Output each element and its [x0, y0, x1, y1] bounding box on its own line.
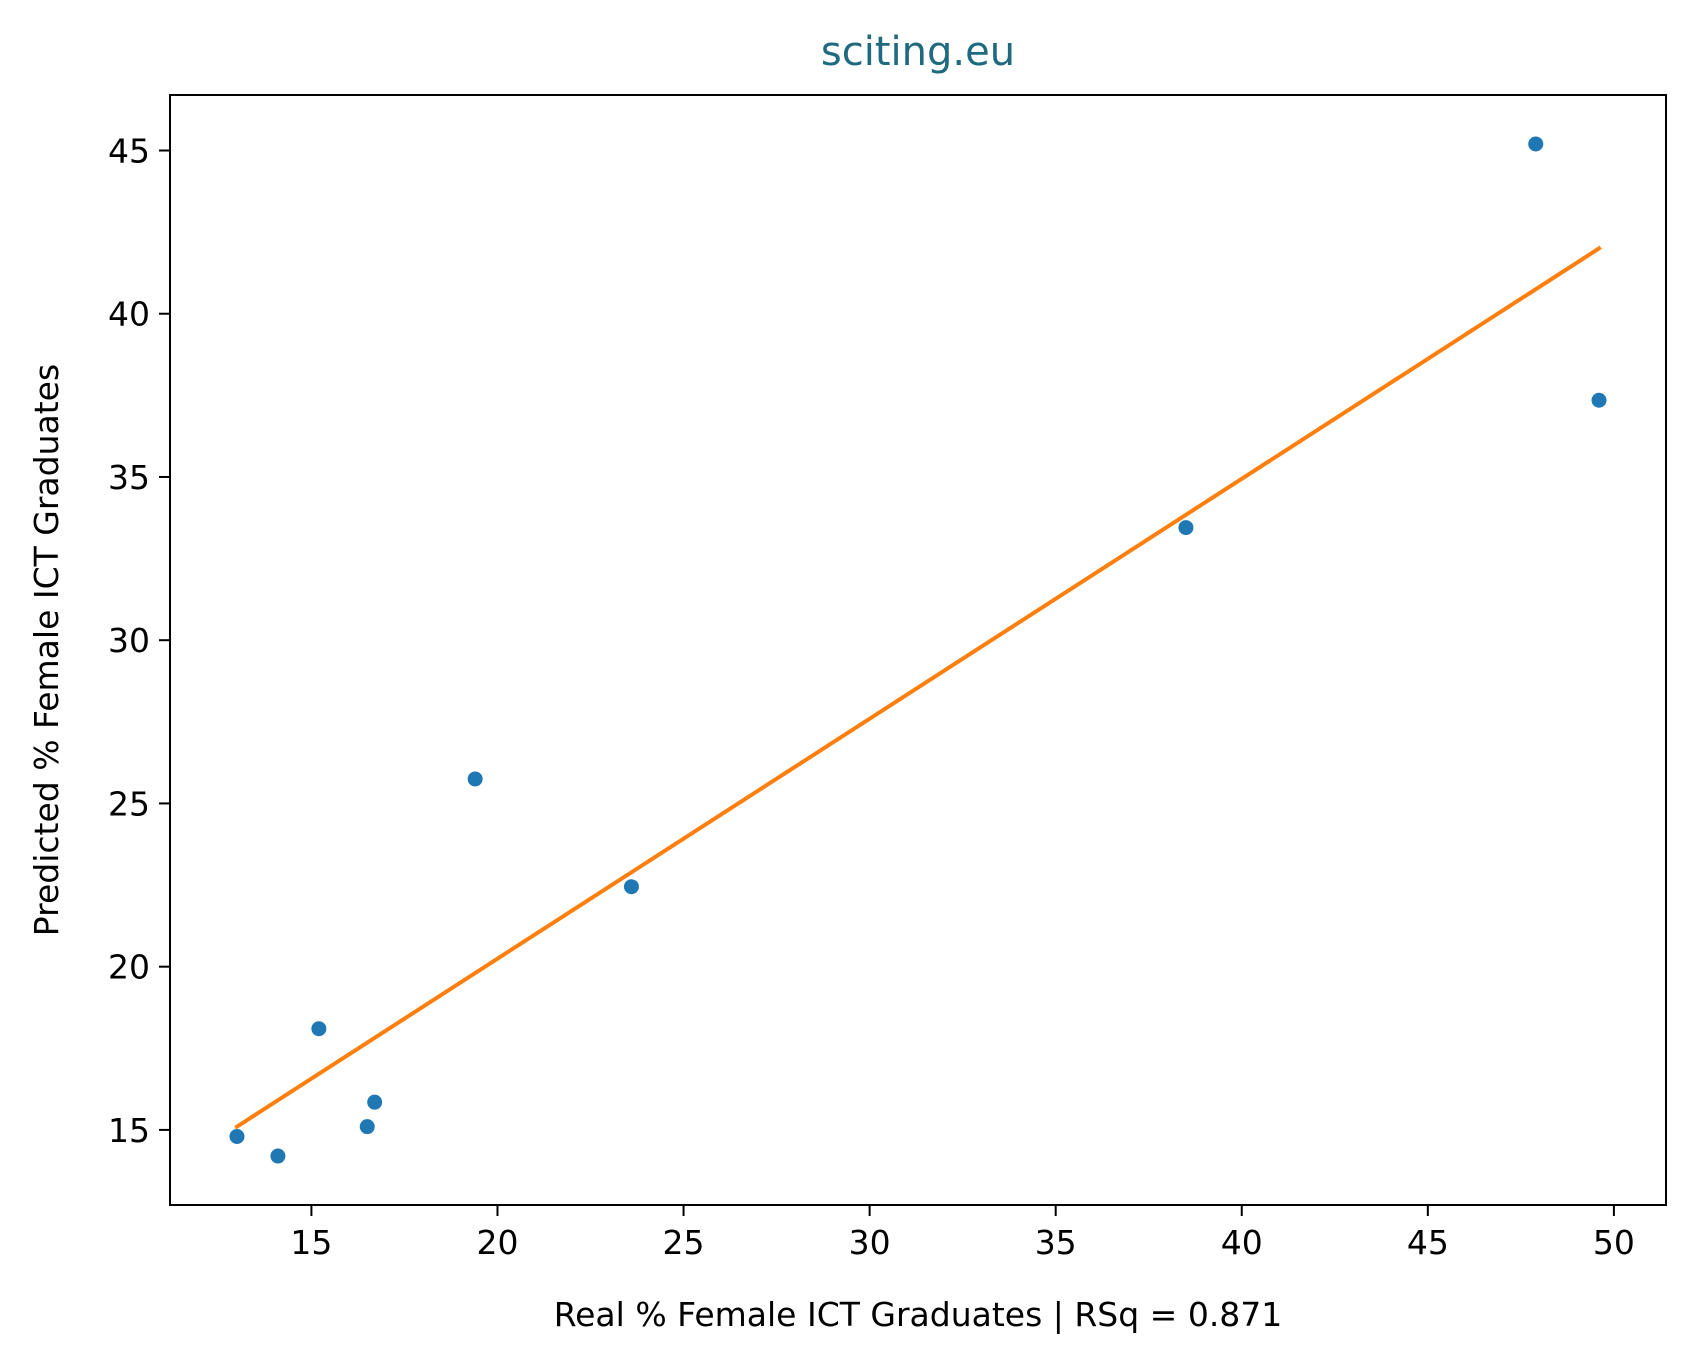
y-tick-label: 35 [108, 458, 150, 497]
x-tick-label: 35 [1035, 1223, 1077, 1262]
plot-marks [229, 136, 1607, 1164]
data-point [1528, 136, 1544, 152]
y-tick-label: 15 [108, 1111, 150, 1150]
data-point [270, 1148, 286, 1164]
data-point [229, 1128, 245, 1144]
x-tick-label: 25 [663, 1223, 705, 1262]
x-axis-label: Real % Female ICT Graduates | RSq = 0.87… [554, 1295, 1283, 1334]
data-point [367, 1094, 383, 1110]
y-tick-label: 20 [108, 948, 150, 987]
x-tick-label: 40 [1221, 1223, 1263, 1262]
data-point [311, 1021, 327, 1037]
x-tick-label: 45 [1407, 1223, 1449, 1262]
chart-title: sciting.eu [821, 29, 1015, 75]
regression-line [234, 245, 1602, 1130]
data-point [1591, 392, 1607, 408]
y-tick-label: 40 [108, 295, 150, 334]
y-axis: 15 20 25 30 35 40 45 [108, 132, 170, 1150]
data-point [623, 879, 639, 895]
x-tick-label: 20 [476, 1223, 518, 1262]
data-point [467, 771, 483, 787]
data-point [1178, 520, 1194, 536]
plot-frame [169, 94, 1667, 1206]
y-tick-label: 25 [108, 784, 150, 823]
y-tick-label: 30 [108, 621, 150, 660]
data-point [359, 1119, 375, 1135]
y-axis-label: Predicted % Female ICT Graduates [27, 364, 66, 936]
x-tick-label: 15 [290, 1223, 332, 1262]
x-axis: 15 20 25 30 35 40 45 50 [290, 1205, 1635, 1262]
y-tick-label: 45 [108, 132, 150, 171]
x-tick-label: 30 [849, 1223, 891, 1262]
x-tick-label: 50 [1593, 1223, 1635, 1262]
